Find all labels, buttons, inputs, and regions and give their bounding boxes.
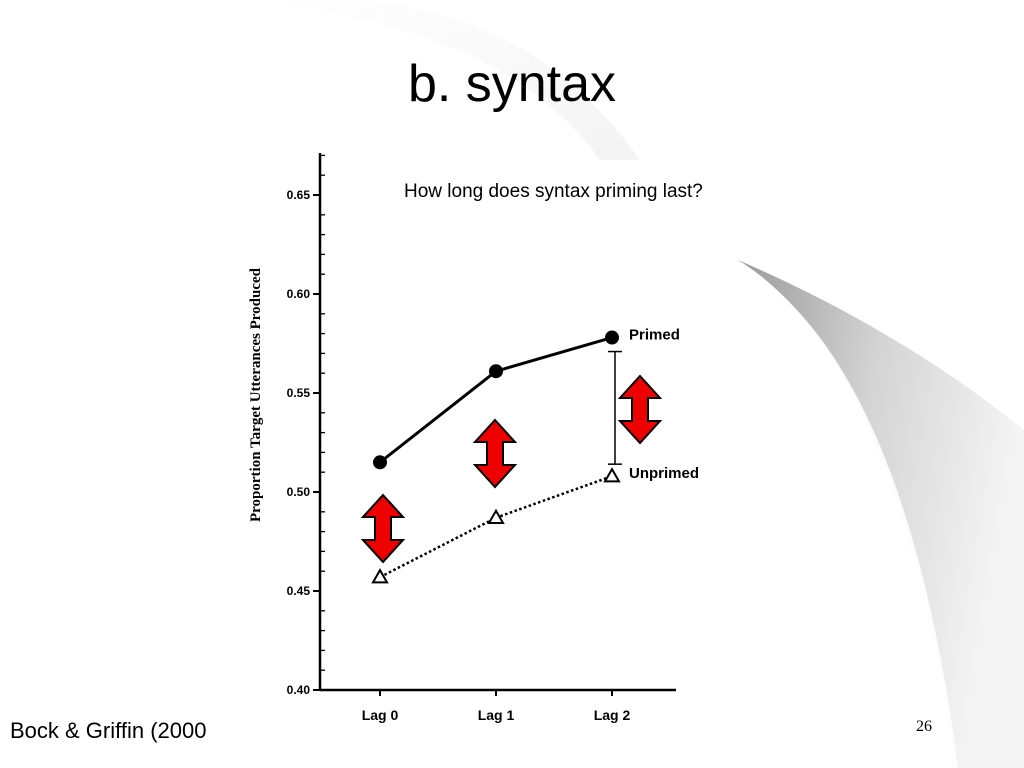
series-line-unprimed bbox=[379, 474, 613, 579]
y-axis-label: Proportion Target Utterances Produced bbox=[248, 267, 264, 522]
data-point-unprimed bbox=[371, 568, 389, 584]
difference-arrow bbox=[472, 418, 518, 489]
data-point-unprimed bbox=[603, 467, 621, 483]
x-tick-label: Lag 1 bbox=[478, 707, 515, 723]
chart-annotations bbox=[360, 350, 663, 564]
slide-title: b. syntax bbox=[407, 55, 617, 113]
y-tick-label: 0.40 bbox=[287, 683, 311, 697]
page-number: 26 bbox=[916, 718, 932, 735]
data-point-primed bbox=[373, 455, 387, 470]
data-point-primed bbox=[489, 364, 503, 379]
question-text: How long does syntax priming last? bbox=[404, 181, 703, 202]
y-axis-ticks: 0.40 0.45 0.50 0.55 0.60 0.65 bbox=[287, 154, 325, 697]
difference-arrow bbox=[360, 493, 406, 564]
data-point-unprimed bbox=[487, 508, 505, 524]
data-point-primed bbox=[605, 330, 619, 345]
y-tick-label: 0.60 bbox=[287, 287, 311, 301]
y-tick-label: 0.55 bbox=[287, 386, 311, 400]
x-tick-label: Lag 0 bbox=[362, 707, 399, 723]
y-tick-label: 0.50 bbox=[287, 485, 311, 499]
y-tick-label: 0.65 bbox=[287, 188, 311, 202]
x-tick-label: Lag 2 bbox=[594, 707, 631, 723]
difference-arrow bbox=[617, 374, 663, 445]
series-label-primed: Primed bbox=[629, 327, 680, 344]
chart-series: Primed Unprimed bbox=[371, 327, 699, 584]
y-tick-label: 0.45 bbox=[287, 584, 311, 598]
x-axis-ticks: Lag 0 Lag 1 Lag 2 bbox=[362, 690, 631, 723]
citation: Bock & Griffin (2000 bbox=[10, 718, 207, 743]
series-label-unprimed: Unprimed bbox=[629, 465, 699, 482]
